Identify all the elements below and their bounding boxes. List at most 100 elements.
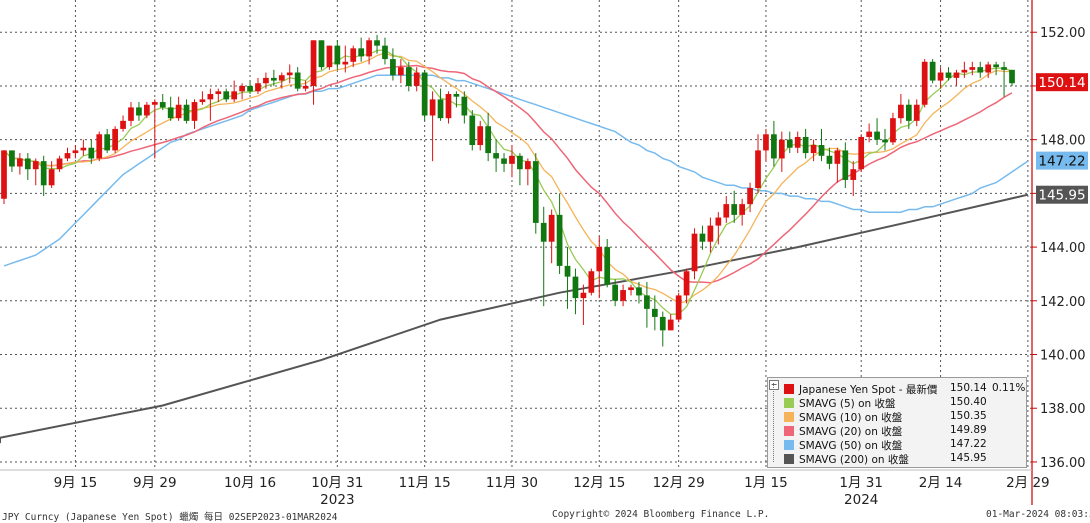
legend-swatch — [784, 440, 794, 450]
y-tick-label: 142.00 — [1040, 295, 1086, 310]
candle-body — [17, 158, 23, 167]
candle-body — [723, 204, 730, 218]
legend-series-value: 150.14 — [950, 382, 987, 394]
candle-body — [405, 67, 412, 86]
candle-body — [477, 126, 484, 146]
candle-body — [834, 150, 841, 164]
candle-body — [683, 271, 690, 296]
candle-body — [350, 48, 357, 62]
candle-body — [826, 155, 833, 164]
candle-body — [556, 214, 563, 266]
candle-body — [882, 139, 888, 143]
candle-body — [167, 107, 174, 119]
x-tick-label: 2月 29 — [1006, 475, 1050, 491]
candle-body — [493, 153, 499, 159]
candle-body — [969, 67, 976, 70]
legend-row: SMAVG (10) on 收盤 150.35 — [784, 410, 1024, 424]
candle-body — [699, 233, 706, 242]
candle-body — [461, 96, 468, 116]
candle-body — [175, 104, 182, 119]
price-tag-label: 147.22 — [1038, 154, 1085, 170]
candle-body — [128, 107, 134, 121]
candle-body — [778, 139, 785, 159]
candle-body — [374, 40, 380, 46]
footer-timestamp: 01-Mar-2024 08:03:37 — [986, 509, 1090, 520]
footer-copyright: Copyright© 2024 Bloomberg Finance L.P. — [552, 509, 770, 520]
candle-body — [72, 150, 79, 154]
candle-body — [842, 150, 849, 180]
legend-series-value: 150.35 — [950, 410, 987, 422]
candle-body — [183, 104, 190, 121]
candle-body — [32, 161, 39, 170]
candle-body — [604, 247, 611, 285]
legend-series-change: 0.11% — [992, 382, 1026, 394]
candle-body — [564, 265, 571, 277]
candle-body — [397, 67, 404, 76]
candle-body — [755, 150, 761, 188]
candle-body — [271, 77, 277, 81]
y-tick-label: 140.00 — [1040, 349, 1086, 364]
candle-body — [231, 91, 238, 100]
y-tick-label: 136.00 — [1040, 456, 1086, 471]
legend-row: SMAVG (5) on 收盤 150.40 — [784, 396, 1024, 410]
candle-body — [96, 134, 103, 159]
legend-series-name: SMAVG (20) on 收盤 — [799, 426, 903, 438]
candle-body — [874, 131, 880, 140]
legend-row: SMAVG (50) on 收盤 147.22 — [784, 438, 1024, 452]
legend-swatch — [784, 398, 794, 408]
candle-body — [48, 169, 55, 186]
legend-series-value: 145.95 — [950, 452, 987, 464]
candle-body — [56, 158, 63, 170]
candle-body — [263, 77, 269, 84]
candle-body — [905, 104, 912, 121]
candle-body — [215, 91, 222, 94]
candle-body — [532, 161, 539, 223]
legend-row: SMAVG (20) on 收盤 149.89 — [784, 424, 1024, 438]
legend-swatch — [784, 384, 794, 394]
candle-body — [612, 284, 619, 301]
legend-series-value: 149.89 — [950, 424, 987, 436]
legend-series-name: SMAVG (5) on 收盤 — [799, 398, 896, 410]
candle-body — [469, 115, 476, 146]
candle-body — [429, 99, 436, 116]
candle-body — [731, 204, 738, 215]
candle-body — [945, 72, 952, 78]
x-tick-label: 10月 31 — [311, 475, 363, 491]
candle-body — [120, 120, 126, 129]
candle-body — [40, 161, 47, 186]
legend-swatch — [784, 426, 794, 436]
candle-body — [326, 45, 333, 68]
candle-body — [421, 72, 428, 116]
sma5-line — [3, 49, 1013, 315]
price-tag-label: 145.95 — [1038, 188, 1085, 204]
candle-body — [286, 72, 293, 76]
candle-body — [763, 134, 769, 151]
candle-body — [453, 94, 460, 97]
candle-body — [588, 271, 595, 293]
candle-body — [24, 158, 31, 170]
candle-body — [786, 139, 793, 148]
candle-body — [104, 134, 111, 151]
candle-body — [191, 102, 198, 121]
candle-body — [850, 169, 857, 180]
legend: − Japanese Yen Spot - 最新價 150.14 0.11% SMAV… — [767, 377, 1027, 468]
x-tick-label: 9月 15 — [54, 475, 98, 491]
candle-body — [810, 145, 817, 154]
candle-body — [207, 94, 214, 100]
price-tag — [1036, 73, 1088, 92]
candle-body — [334, 45, 341, 65]
candle-body — [294, 72, 301, 89]
sma200-line — [0, 193, 1029, 444]
legend-swatch — [784, 412, 794, 422]
candle-body — [318, 40, 325, 68]
candle-body — [342, 61, 349, 65]
candle-body — [794, 136, 801, 148]
candle-body — [64, 153, 71, 159]
candle-body — [739, 204, 745, 215]
x-year-label: 2024 — [844, 492, 878, 508]
x-tick-label: 11月 15 — [399, 475, 451, 491]
candle-body — [715, 217, 722, 226]
candle-body — [985, 64, 992, 73]
candle-body — [88, 147, 95, 159]
